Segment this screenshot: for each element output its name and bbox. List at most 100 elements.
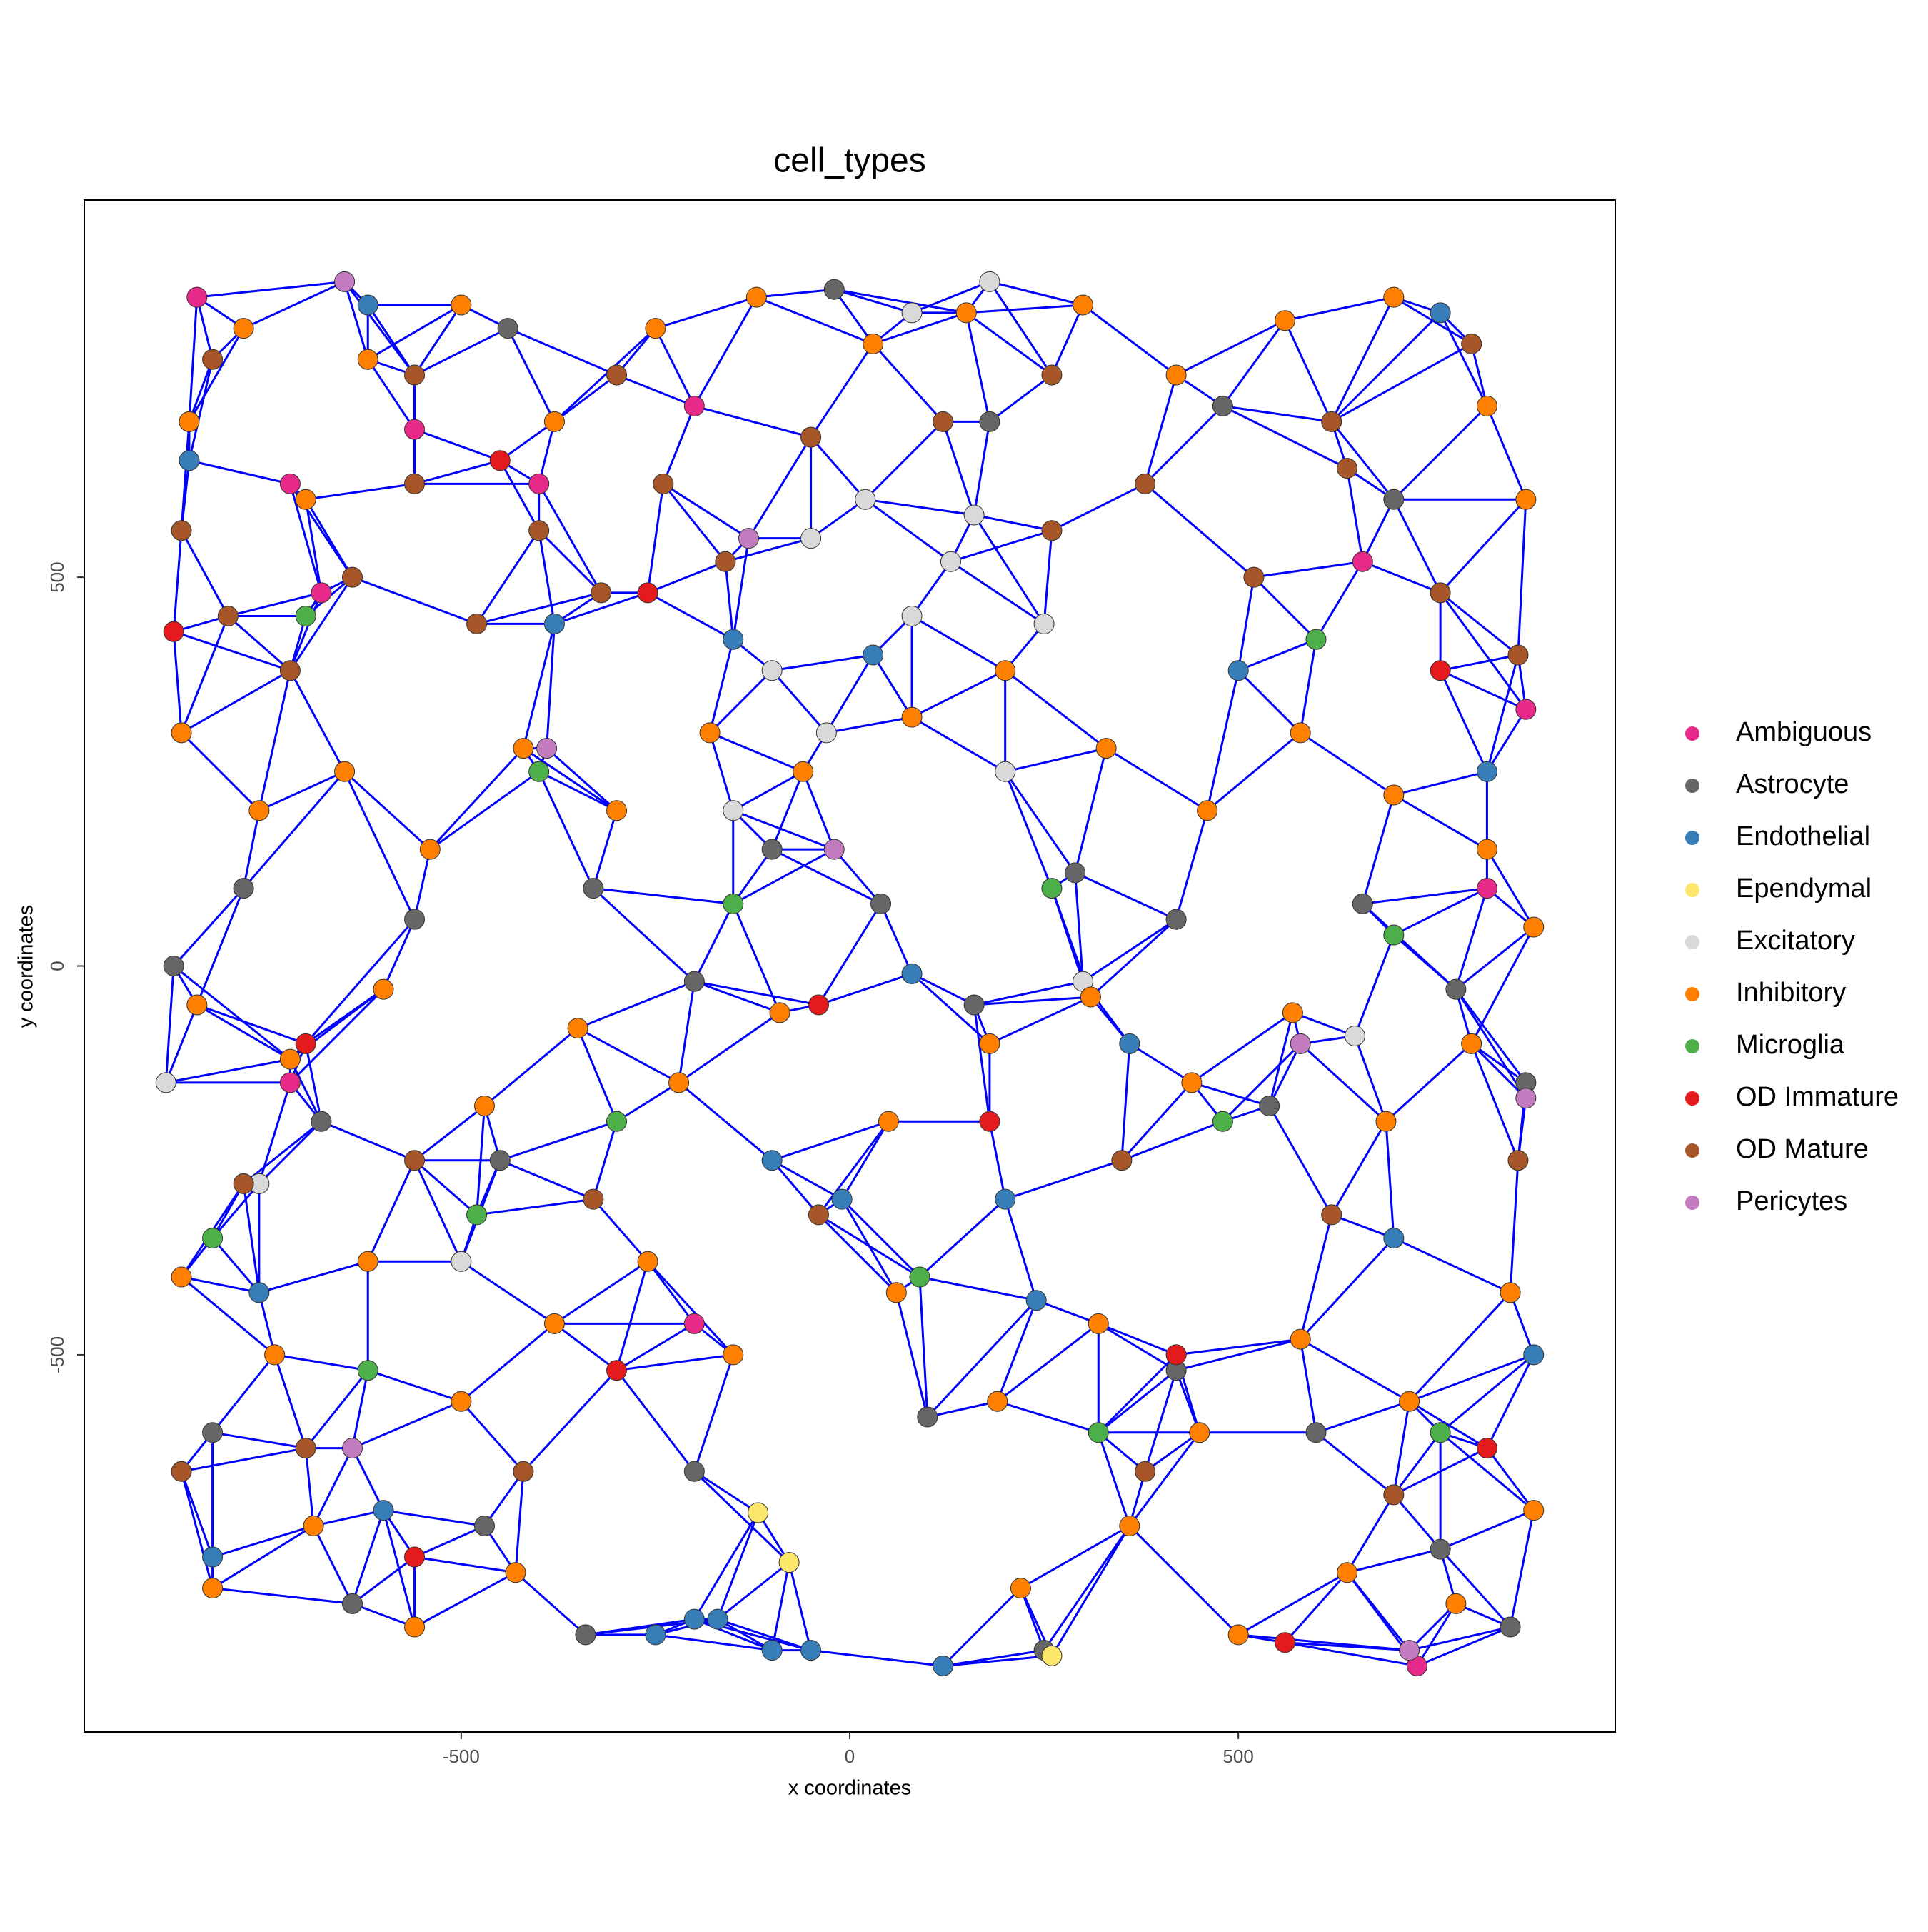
edge bbox=[1268, 1043, 1302, 1107]
edge bbox=[1121, 1120, 1223, 1162]
edge bbox=[274, 1353, 368, 1372]
cell-point bbox=[1445, 978, 1467, 1000]
legend-label: Pericytes bbox=[1736, 1186, 1847, 1216]
edge bbox=[973, 1004, 991, 1122]
cell-point bbox=[1227, 660, 1249, 681]
edge bbox=[1330, 311, 1442, 423]
edge bbox=[383, 1509, 485, 1527]
cell-point bbox=[404, 1616, 426, 1638]
edge bbox=[538, 770, 618, 812]
cell-point bbox=[707, 1608, 728, 1630]
edge bbox=[592, 810, 618, 889]
legend-marker bbox=[1685, 987, 1699, 1001]
edge bbox=[196, 296, 214, 360]
cell-point bbox=[543, 1313, 565, 1334]
edge bbox=[1299, 1338, 1317, 1433]
cell-point bbox=[1321, 1204, 1342, 1226]
edge bbox=[476, 529, 540, 625]
edge bbox=[771, 1159, 843, 1201]
edge bbox=[810, 343, 874, 438]
cell-point bbox=[279, 1048, 301, 1070]
edge bbox=[1004, 771, 1053, 889]
edge bbox=[258, 1292, 276, 1356]
cell-point bbox=[855, 489, 876, 510]
cell-point bbox=[171, 1266, 192, 1288]
cell-point bbox=[637, 582, 658, 604]
edge bbox=[312, 1447, 353, 1527]
edge bbox=[507, 327, 618, 376]
edge bbox=[717, 1561, 790, 1621]
cell-point bbox=[815, 722, 837, 744]
edge bbox=[1191, 1081, 1270, 1107]
edge bbox=[181, 669, 291, 734]
edge bbox=[616, 1081, 680, 1123]
cell-point bbox=[1337, 1562, 1358, 1583]
edge bbox=[724, 561, 735, 640]
edge bbox=[515, 1571, 586, 1636]
edge bbox=[1392, 1431, 1442, 1496]
cell-point bbox=[583, 1188, 604, 1210]
edge bbox=[911, 716, 1006, 773]
edge bbox=[164, 966, 175, 1083]
edge bbox=[1485, 654, 1520, 772]
edge bbox=[413, 1105, 486, 1161]
edge bbox=[748, 436, 812, 539]
edge bbox=[313, 1509, 384, 1527]
edge bbox=[173, 630, 291, 672]
edge bbox=[1082, 918, 1177, 983]
edge bbox=[1486, 1447, 1535, 1511]
cell-point bbox=[1352, 893, 1373, 914]
cell-point bbox=[863, 333, 884, 354]
cell-point bbox=[248, 800, 270, 821]
edge bbox=[732, 849, 773, 905]
edge bbox=[616, 374, 695, 407]
edge bbox=[1315, 561, 1364, 640]
edge bbox=[189, 459, 291, 485]
edge bbox=[1470, 1043, 1527, 1099]
legend-marker bbox=[1685, 831, 1699, 845]
cell-point bbox=[1088, 1313, 1109, 1334]
edge bbox=[1509, 1292, 1535, 1356]
cell-point bbox=[528, 473, 550, 494]
cell-point bbox=[1523, 1344, 1545, 1366]
edge bbox=[678, 1011, 780, 1084]
cell-point bbox=[1430, 582, 1451, 604]
edge bbox=[1346, 468, 1364, 562]
cell-point bbox=[1305, 629, 1327, 650]
edge bbox=[304, 1448, 315, 1526]
cell-point bbox=[1523, 916, 1545, 938]
edge bbox=[304, 1043, 323, 1122]
edge bbox=[429, 747, 525, 851]
cell-point bbox=[1383, 286, 1405, 308]
cell-point bbox=[186, 286, 208, 308]
edge bbox=[1175, 810, 1209, 920]
edge bbox=[662, 405, 696, 484]
edge bbox=[1346, 1571, 1410, 1651]
cell-point bbox=[1041, 1645, 1063, 1666]
edge bbox=[413, 849, 431, 920]
edge bbox=[413, 304, 463, 376]
cell-point bbox=[637, 1251, 658, 1272]
edge bbox=[942, 1587, 1022, 1667]
edge bbox=[1292, 1011, 1355, 1037]
edge bbox=[616, 1323, 696, 1371]
edge bbox=[1470, 1043, 1527, 1084]
edge bbox=[911, 669, 1006, 719]
legend-marker bbox=[1685, 935, 1699, 949]
edge bbox=[616, 1353, 733, 1372]
edge bbox=[546, 624, 556, 749]
cell-point bbox=[715, 551, 736, 572]
edge bbox=[733, 809, 835, 851]
cell-point bbox=[505, 1562, 526, 1583]
edge bbox=[188, 297, 199, 422]
edge bbox=[732, 903, 781, 1013]
edge bbox=[258, 1121, 322, 1185]
edge bbox=[693, 1470, 759, 1514]
edge bbox=[1300, 1043, 1387, 1123]
edge bbox=[1385, 1043, 1472, 1123]
cell-point bbox=[745, 286, 767, 308]
edge bbox=[1082, 304, 1177, 376]
cell-point bbox=[1259, 1095, 1280, 1116]
edge bbox=[788, 1562, 813, 1651]
edge bbox=[538, 483, 603, 594]
